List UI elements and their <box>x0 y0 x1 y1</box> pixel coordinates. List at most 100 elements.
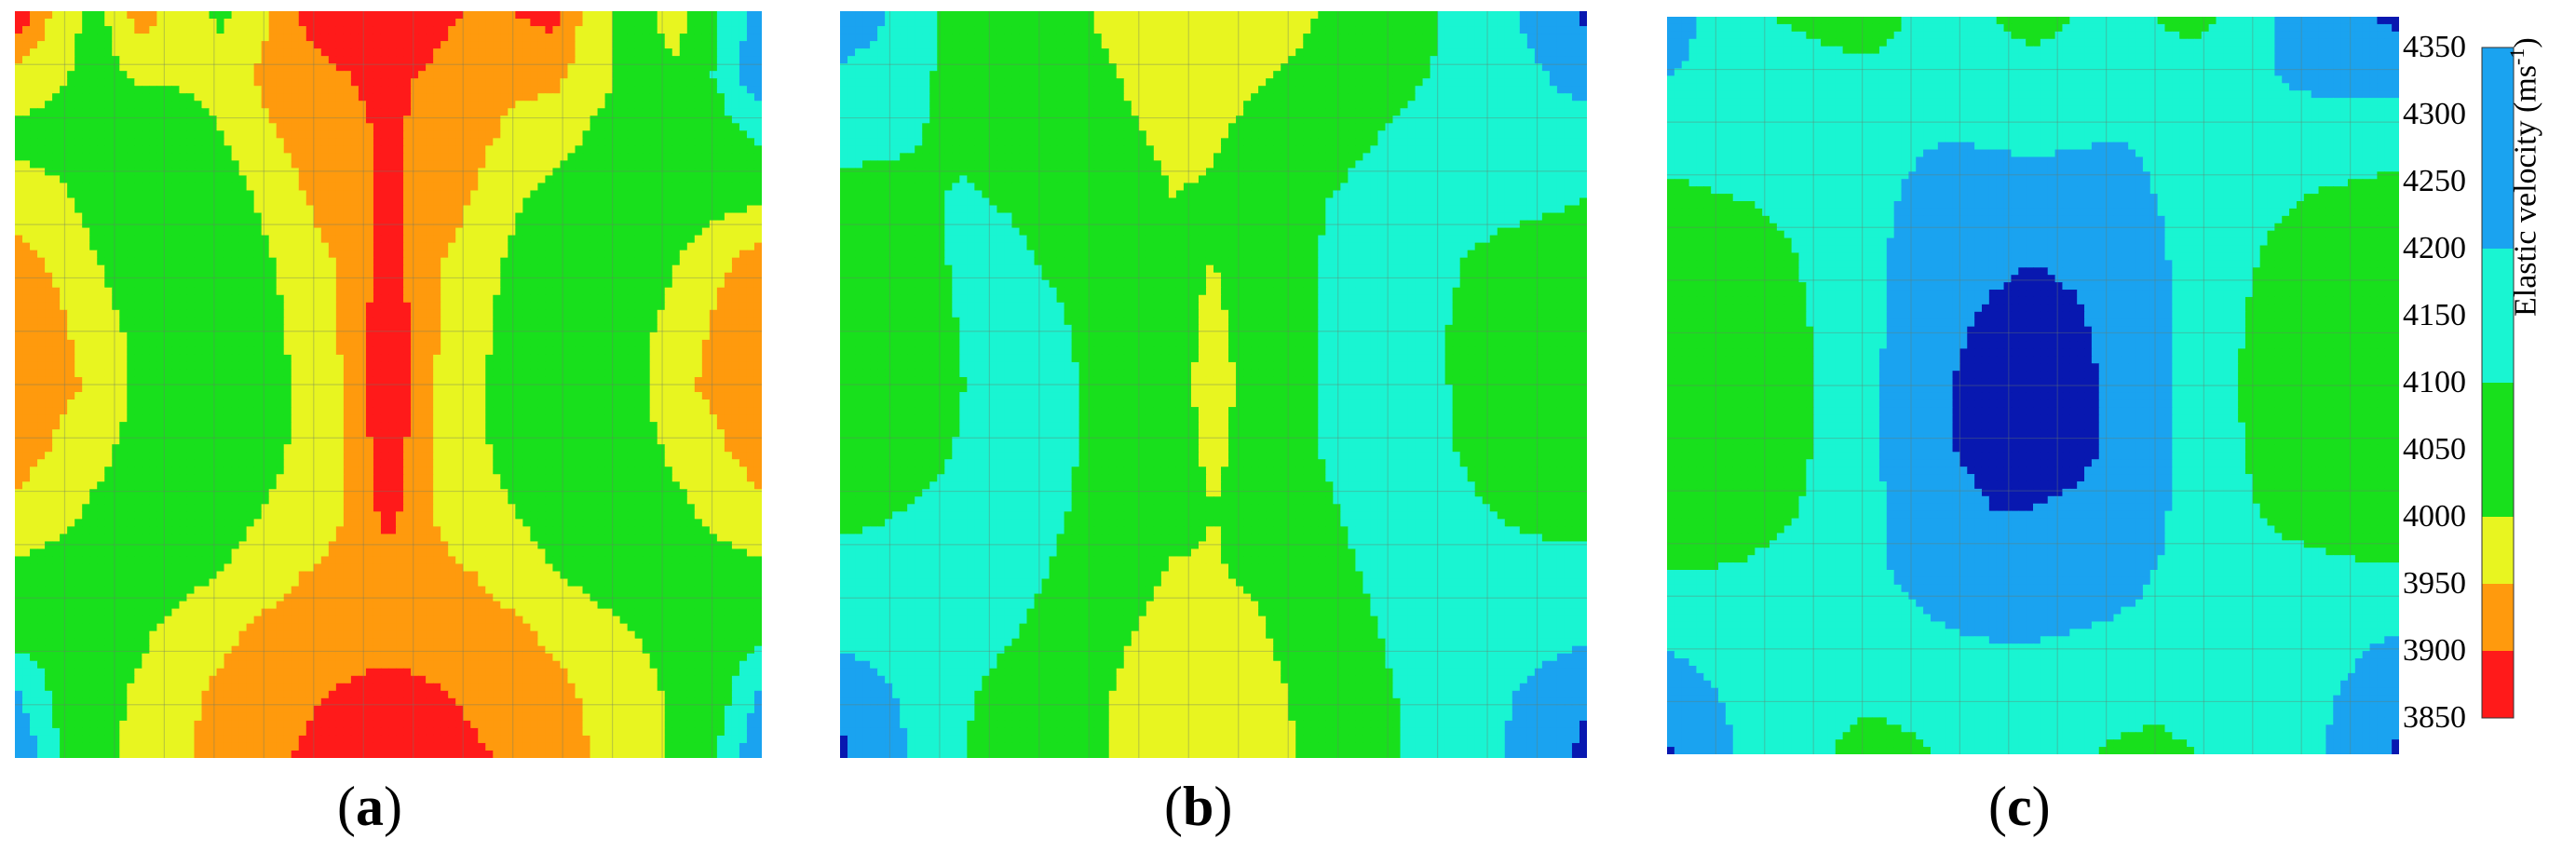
contour-cell <box>358 317 367 326</box>
contour-cell <box>373 242 382 251</box>
contour-cell <box>365 197 374 207</box>
contour-cell <box>671 220 681 229</box>
contour-cell <box>209 369 218 378</box>
contour-cell <box>388 324 397 333</box>
contour-cell <box>686 250 696 259</box>
contour-cell <box>298 160 307 169</box>
contour-cell <box>388 361 397 371</box>
contour-cell <box>209 190 218 199</box>
contour-cell <box>597 48 606 57</box>
contour-cell <box>224 138 233 146</box>
contour-cell <box>545 227 554 237</box>
contour-cell <box>649 101 658 109</box>
contour-cell <box>156 153 165 161</box>
contour-cell <box>716 235 725 244</box>
contour-cell <box>164 153 173 161</box>
contour-cell <box>590 175 599 184</box>
contour-cell <box>171 242 181 251</box>
contour-cell <box>186 175 196 184</box>
contour-cell <box>365 287 374 296</box>
contour-cell <box>373 205 382 214</box>
contour-cell <box>433 183 441 192</box>
contour-cell <box>194 115 203 124</box>
contour-cell <box>75 26 83 34</box>
contour-cell <box>590 227 599 237</box>
contour-cell <box>478 123 486 131</box>
contour-cell <box>238 63 248 72</box>
contour-cell <box>552 26 562 34</box>
contour-cell <box>433 78 441 87</box>
contour-cell <box>350 369 359 378</box>
contour-cell <box>186 86 196 94</box>
contour-cell <box>694 108 703 116</box>
contour-cell <box>350 250 359 259</box>
contour-cell <box>37 153 46 161</box>
contour-cell <box>575 324 584 333</box>
contour-cell <box>500 93 508 101</box>
contour-cell <box>746 153 755 161</box>
contour-cell <box>493 294 501 304</box>
contour-cell <box>671 78 681 87</box>
contour-cell <box>60 63 68 72</box>
contour-cell <box>731 257 740 266</box>
contour-cell <box>291 101 300 109</box>
contour-cell <box>156 324 165 333</box>
contour-cell <box>545 279 554 289</box>
contour-cell <box>328 160 337 169</box>
contour-cell <box>634 339 644 348</box>
contour-cell <box>426 302 434 311</box>
contour-cell <box>380 160 389 169</box>
contour-cell <box>320 48 330 57</box>
contour-cell <box>313 302 322 311</box>
contour-cell <box>82 309 90 318</box>
contour-cell <box>291 354 300 363</box>
contour-cell <box>731 346 740 356</box>
contour-cell <box>642 309 651 318</box>
contour-cell <box>104 346 113 356</box>
contour-cell <box>97 205 105 214</box>
contour-cell <box>649 294 658 304</box>
contour-cell <box>298 56 307 64</box>
contour-cell <box>619 250 629 259</box>
contour-cell <box>112 309 120 318</box>
contour-cell <box>246 272 255 281</box>
contour-cell <box>209 78 218 87</box>
contour-cell <box>590 197 599 207</box>
contour-cell <box>171 197 181 207</box>
contour-cell <box>60 197 68 207</box>
contour-cell <box>560 250 569 259</box>
contour-cell <box>343 354 352 363</box>
contour-cell <box>724 242 733 251</box>
contour-cell <box>22 130 31 139</box>
contour-cell <box>60 123 68 131</box>
contour-cell <box>328 279 337 289</box>
contour-cell <box>739 212 748 222</box>
contour-cell <box>575 34 584 42</box>
contour-cell <box>320 272 330 281</box>
contour-cell <box>418 287 427 296</box>
contour-cell <box>746 138 755 146</box>
contour-cell <box>30 145 38 154</box>
contour-cell <box>22 93 31 101</box>
contour-cell <box>679 168 688 177</box>
contour-cell <box>283 101 292 109</box>
contour-cell <box>127 168 135 177</box>
contour-cell <box>575 257 584 266</box>
contour-cell <box>37 264 46 274</box>
contour-cell <box>731 302 740 311</box>
contour-cell <box>433 160 441 169</box>
contour-cell <box>575 48 584 57</box>
contour-cell <box>396 145 404 154</box>
contour-cell <box>119 86 128 94</box>
contour-cell <box>411 302 419 311</box>
contour-cell <box>104 175 113 184</box>
contour-cell <box>545 332 554 341</box>
contour-cell <box>380 227 389 237</box>
contour-cell <box>380 93 389 101</box>
contour-cell <box>545 108 554 116</box>
contour-cell <box>537 309 547 318</box>
contour-cell <box>455 78 464 87</box>
contour-cell <box>298 86 307 94</box>
contour-cell <box>575 264 584 274</box>
contour-cell <box>261 93 270 101</box>
